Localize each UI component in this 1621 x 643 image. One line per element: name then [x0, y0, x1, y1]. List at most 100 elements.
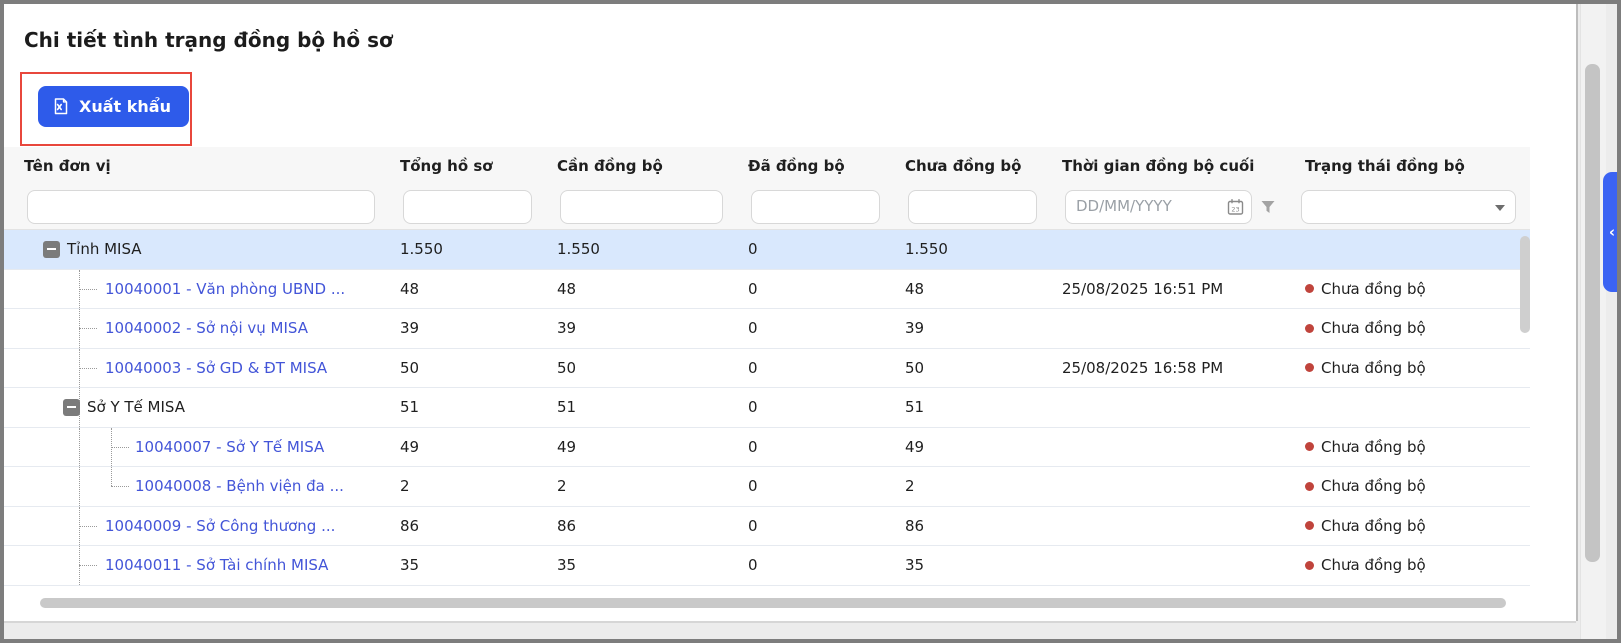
collapse-toggle-icon[interactable]	[43, 240, 60, 258]
tree-connector-line	[79, 565, 97, 567]
column-header-need-sync[interactable]: Cần đồng bộ	[557, 157, 663, 175]
collapse-toggle-icon[interactable]	[63, 398, 80, 416]
synced-cell: 0	[748, 516, 758, 535]
need-sync-cell: 50	[557, 358, 577, 377]
calendar-icon[interactable]: 23	[1227, 199, 1244, 216]
table-row[interactable]: 10040003 - Sở GD & ĐT MISA 50 50 0 50 25/08/2…	[4, 348, 1530, 388]
table-horizontal-scrollbar[interactable]	[40, 598, 1506, 608]
column-header-total[interactable]: Tổng hồ sơ	[400, 157, 493, 175]
total-filter-input[interactable]	[403, 190, 532, 224]
side-panel-expand-tab[interactable]: ‹	[1603, 172, 1617, 292]
not-synced-cell: 50	[905, 358, 925, 377]
tree-connector-line	[111, 486, 129, 488]
unit-group-name: Sở Y Tế MISA	[87, 398, 185, 417]
table-body: Tỉnh MISA 1.550 1.550 0 1.550 10040001 - Văn …	[4, 230, 1530, 586]
unit-link[interactable]: 10040007 - Sở Y Tế MISA	[135, 437, 325, 456]
unit-name-cell: 10040011 - Sở Tài chính MISA	[4, 546, 380, 585]
synced-cell: 0	[748, 358, 758, 377]
tree-connector-line	[111, 446, 129, 448]
need-sync-cell: 39	[557, 319, 577, 338]
not-synced-cell: 2	[905, 477, 915, 496]
table-row[interactable]: Tỉnh MISA 1.550 1.550 0 1.550	[4, 230, 1530, 270]
sync-status-cell: Chưa đồng bộ	[1285, 349, 1530, 388]
need-sync-filter-input[interactable]	[560, 190, 723, 224]
last-sync-time-cell	[1042, 507, 1285, 546]
table-vertical-scrollbar[interactable]	[1520, 236, 1530, 333]
table-row[interactable]: 10040009 - Sở Công thương ... 86 86 0 86 Chưa…	[4, 506, 1530, 546]
table-row[interactable]: 10040001 - Văn phòng UBND ... 48 48 0 48 25/0…	[4, 269, 1530, 309]
last-sync-time-cell	[1042, 309, 1285, 348]
sync-status-cell: Chưa đồng bộ	[1285, 507, 1530, 546]
synced-filter-input[interactable]	[751, 190, 880, 224]
sync-status-cell: Chưa đồng bộ	[1285, 309, 1530, 348]
table-row[interactable]: 10040011 - Sở Tài chính MISA 35 35 0 35 Chưa …	[4, 546, 1530, 586]
unit-link[interactable]: 10040001 - Văn phòng UBND ...	[105, 279, 346, 298]
unit-link[interactable]: 10040008 - Bệnh viện đa ...	[135, 477, 344, 496]
status-filter-select[interactable]	[1301, 190, 1516, 224]
sync-status-cell: Chưa đồng bộ	[1285, 467, 1530, 506]
not-synced-cell: 1.550	[905, 240, 948, 259]
unit-filter-input[interactable]	[27, 190, 375, 224]
total-cell: 49	[400, 437, 420, 456]
sync-status-cell	[1285, 388, 1530, 427]
unit-link[interactable]: 10040009 - Sở Công thương ...	[105, 516, 336, 535]
unit-group-name: Tỉnh MISA	[67, 240, 142, 259]
unit-link[interactable]: 10040003 - Sở GD & ĐT MISA	[105, 358, 328, 377]
not-synced-cell: 48	[905, 279, 925, 298]
unit-name-cell: 10040002 - Sở nội vụ MISA	[4, 309, 380, 348]
sync-status-cell	[1285, 230, 1530, 269]
unit-link[interactable]: 10040011 - Sở Tài chính MISA	[105, 556, 329, 575]
not-synced-cell: 39	[905, 319, 925, 338]
last-sync-date-filter-input[interactable]	[1065, 190, 1252, 224]
total-cell: 35	[400, 556, 420, 575]
status-label: Chưa đồng bộ	[1321, 477, 1426, 496]
column-header-status[interactable]: Trạng thái đồng bộ	[1305, 157, 1465, 175]
sync-status-cell: Chưa đồng bộ	[1285, 270, 1530, 309]
table-row[interactable]: Sở Y Tế MISA 51 51 0 51	[4, 388, 1530, 428]
sync-status-cell: Chưa đồng bộ	[1285, 546, 1530, 585]
tree-connector-line	[79, 309, 80, 348]
column-header-last-sync[interactable]: Thời gian đồng bộ cuối	[1062, 157, 1255, 175]
table-filter-row: 23	[4, 185, 1530, 230]
synced-cell: 0	[748, 240, 758, 259]
status-dot-icon	[1305, 560, 1314, 570]
status-dot-icon	[1305, 284, 1314, 294]
unit-link[interactable]: 10040002 - Sở nội vụ MISA	[105, 319, 308, 338]
export-button[interactable]: Xuất khẩu	[38, 86, 189, 127]
table-row[interactable]: 10040008 - Bệnh viện đa ... 2 2 0 2 Chưa đồng…	[4, 467, 1530, 507]
status-dot-icon	[1305, 442, 1314, 452]
column-header-synced[interactable]: Đã đồng bộ	[748, 157, 845, 175]
need-sync-cell: 86	[557, 516, 577, 535]
last-sync-time-cell	[1042, 230, 1285, 269]
total-cell: 1.550	[400, 240, 443, 259]
status-dot-icon	[1305, 521, 1314, 531]
browser-scrollbar-track	[1580, 4, 1606, 639]
total-cell: 86	[400, 516, 420, 535]
column-header-unit[interactable]: Tên đơn vị	[24, 157, 111, 175]
column-header-not-synced[interactable]: Chưa đồng bộ	[905, 157, 1022, 175]
total-cell: 51	[400, 398, 420, 417]
excel-file-icon	[52, 97, 70, 116]
chevron-down-icon	[1495, 205, 1505, 211]
table-row[interactable]: 10040007 - Sở Y Tế MISA 49 49 0 49 Chưa đồng …	[4, 427, 1530, 467]
tree-connector-line	[79, 467, 80, 506]
total-cell: 39	[400, 319, 420, 338]
unit-name-cell: Tỉnh MISA	[4, 230, 380, 269]
last-sync-time-cell	[1042, 467, 1285, 506]
tree-connector-line	[79, 367, 97, 369]
need-sync-cell: 35	[557, 556, 577, 575]
table-row[interactable]: 10040002 - Sở nội vụ MISA 39 39 0 39 Chưa đồn…	[4, 309, 1530, 349]
tree-connector-line	[111, 427, 112, 466]
tree-connector-line	[79, 348, 80, 387]
filter-funnel-icon[interactable]	[1260, 199, 1276, 215]
status-dot-icon	[1305, 481, 1314, 491]
synced-cell: 0	[748, 279, 758, 298]
tree-connector-line	[79, 546, 80, 585]
synced-cell: 0	[748, 437, 758, 456]
not-synced-filter-input[interactable]	[908, 190, 1037, 224]
status-dot-icon	[1305, 323, 1314, 333]
browser-scrollbar-thumb[interactable]	[1585, 64, 1600, 562]
last-sync-time-cell: 25/08/2025 16:58 PM	[1062, 358, 1224, 377]
status-dot-icon	[1305, 363, 1314, 373]
tree-connector-line	[79, 506, 80, 545]
